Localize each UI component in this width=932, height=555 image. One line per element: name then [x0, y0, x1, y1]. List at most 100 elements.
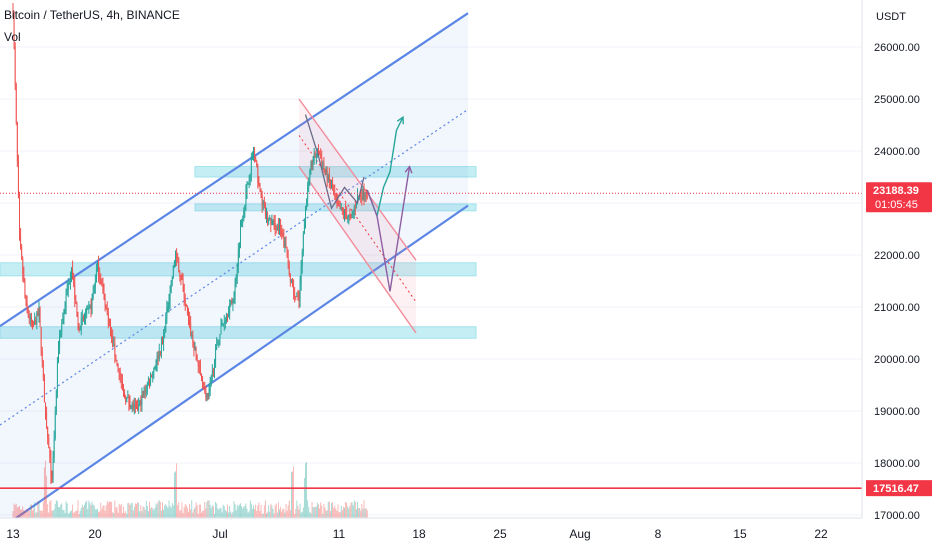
volume-bar [298, 509, 300, 518]
candle-body [362, 189, 364, 199]
candle-body [276, 225, 278, 231]
candle-body [150, 375, 152, 384]
candle-body [283, 235, 285, 247]
support-resistance-zone [0, 326, 477, 339]
candle-body [54, 412, 56, 438]
candle-body [311, 163, 313, 165]
candle-body [110, 325, 111, 333]
volume-bar [150, 508, 152, 518]
volume-bar [306, 462, 308, 518]
volume-bar [117, 512, 119, 518]
candle-body [178, 259, 180, 273]
volume-bar [212, 506, 214, 518]
candle-body [300, 265, 302, 284]
volume-bar [56, 501, 58, 518]
candle-body [97, 261, 98, 271]
candle-body [228, 313, 230, 317]
candle-body [251, 156, 253, 160]
volume-bar [34, 502, 36, 518]
candle-body [25, 295, 27, 304]
volume-bar [110, 501, 111, 518]
price-tick-label: 18000.00 [874, 458, 920, 470]
candle-body [219, 334, 221, 343]
candle-body [236, 266, 238, 278]
candle-body [247, 182, 249, 185]
candle-body [323, 164, 325, 169]
candle-body [101, 284, 103, 286]
candle-body [181, 278, 183, 280]
candle-body [227, 315, 228, 317]
level-label: 17516.47 [873, 483, 919, 495]
volume-bar [254, 509, 256, 518]
volume-bar [324, 507, 326, 518]
candle-body [67, 283, 69, 290]
currency-label: USDT [876, 11, 906, 23]
volume-bar [311, 501, 313, 518]
candle-body [85, 314, 87, 318]
volume-bar [45, 460, 46, 518]
candle-body [238, 244, 240, 250]
volume-bar [50, 500, 52, 518]
candle-body [220, 324, 222, 335]
candle-body [33, 323, 35, 325]
candle-body [245, 191, 247, 206]
candle-body [115, 356, 117, 362]
time-tick-label: 22 [814, 527, 828, 541]
volume-bar [123, 506, 124, 518]
candle-body [287, 257, 289, 265]
bullish-arrow-head [396, 115, 404, 125]
candle-body [107, 313, 109, 326]
volume-bar [107, 502, 109, 518]
volume-bar [270, 503, 272, 518]
candle-body [267, 215, 269, 222]
volume-bar [262, 513, 264, 518]
candle-body [295, 296, 297, 298]
grid [0, 46, 862, 516]
candle-body [230, 300, 232, 305]
candle-body [138, 404, 140, 411]
volume-bar [28, 510, 30, 518]
candle-body [56, 362, 58, 391]
candle-body [205, 388, 207, 397]
volume-bar [205, 508, 207, 518]
volume-bar [58, 507, 59, 518]
candle-body [286, 248, 288, 258]
candle-body [344, 210, 345, 215]
candle-body [253, 151, 254, 157]
volume-bar [106, 501, 108, 518]
volume-bar [260, 504, 262, 518]
candle-body [130, 405, 132, 408]
volume-bar [69, 511, 71, 518]
candle-body [208, 391, 210, 398]
candle-body [78, 326, 80, 331]
candle-body [360, 195, 362, 198]
candle-body [224, 320, 226, 323]
volume-bar [54, 503, 56, 518]
candle-body [320, 154, 322, 158]
volume-bar [64, 512, 66, 518]
volume-bar [293, 466, 295, 518]
candle-body [188, 313, 189, 321]
volume-bar [71, 510, 72, 518]
volume-bar [74, 511, 76, 518]
price-tick-label: 21000.00 [874, 302, 920, 314]
volume-bar [214, 513, 215, 518]
candle-body [91, 298, 93, 311]
volume-bar [335, 508, 337, 518]
volume-bar [52, 510, 54, 518]
candle-body [168, 301, 170, 308]
candle-body [353, 207, 355, 212]
candle-body [35, 319, 37, 324]
volume-bar [248, 511, 250, 518]
volume-bar [243, 506, 245, 518]
volume-bar [189, 503, 191, 518]
candle-body [144, 390, 146, 393]
volume-bar [242, 508, 244, 518]
volume-bar [23, 510, 25, 518]
candle-body [352, 211, 354, 214]
candle-body [324, 168, 326, 172]
volume-bar [333, 508, 335, 518]
candle-body [179, 272, 181, 276]
